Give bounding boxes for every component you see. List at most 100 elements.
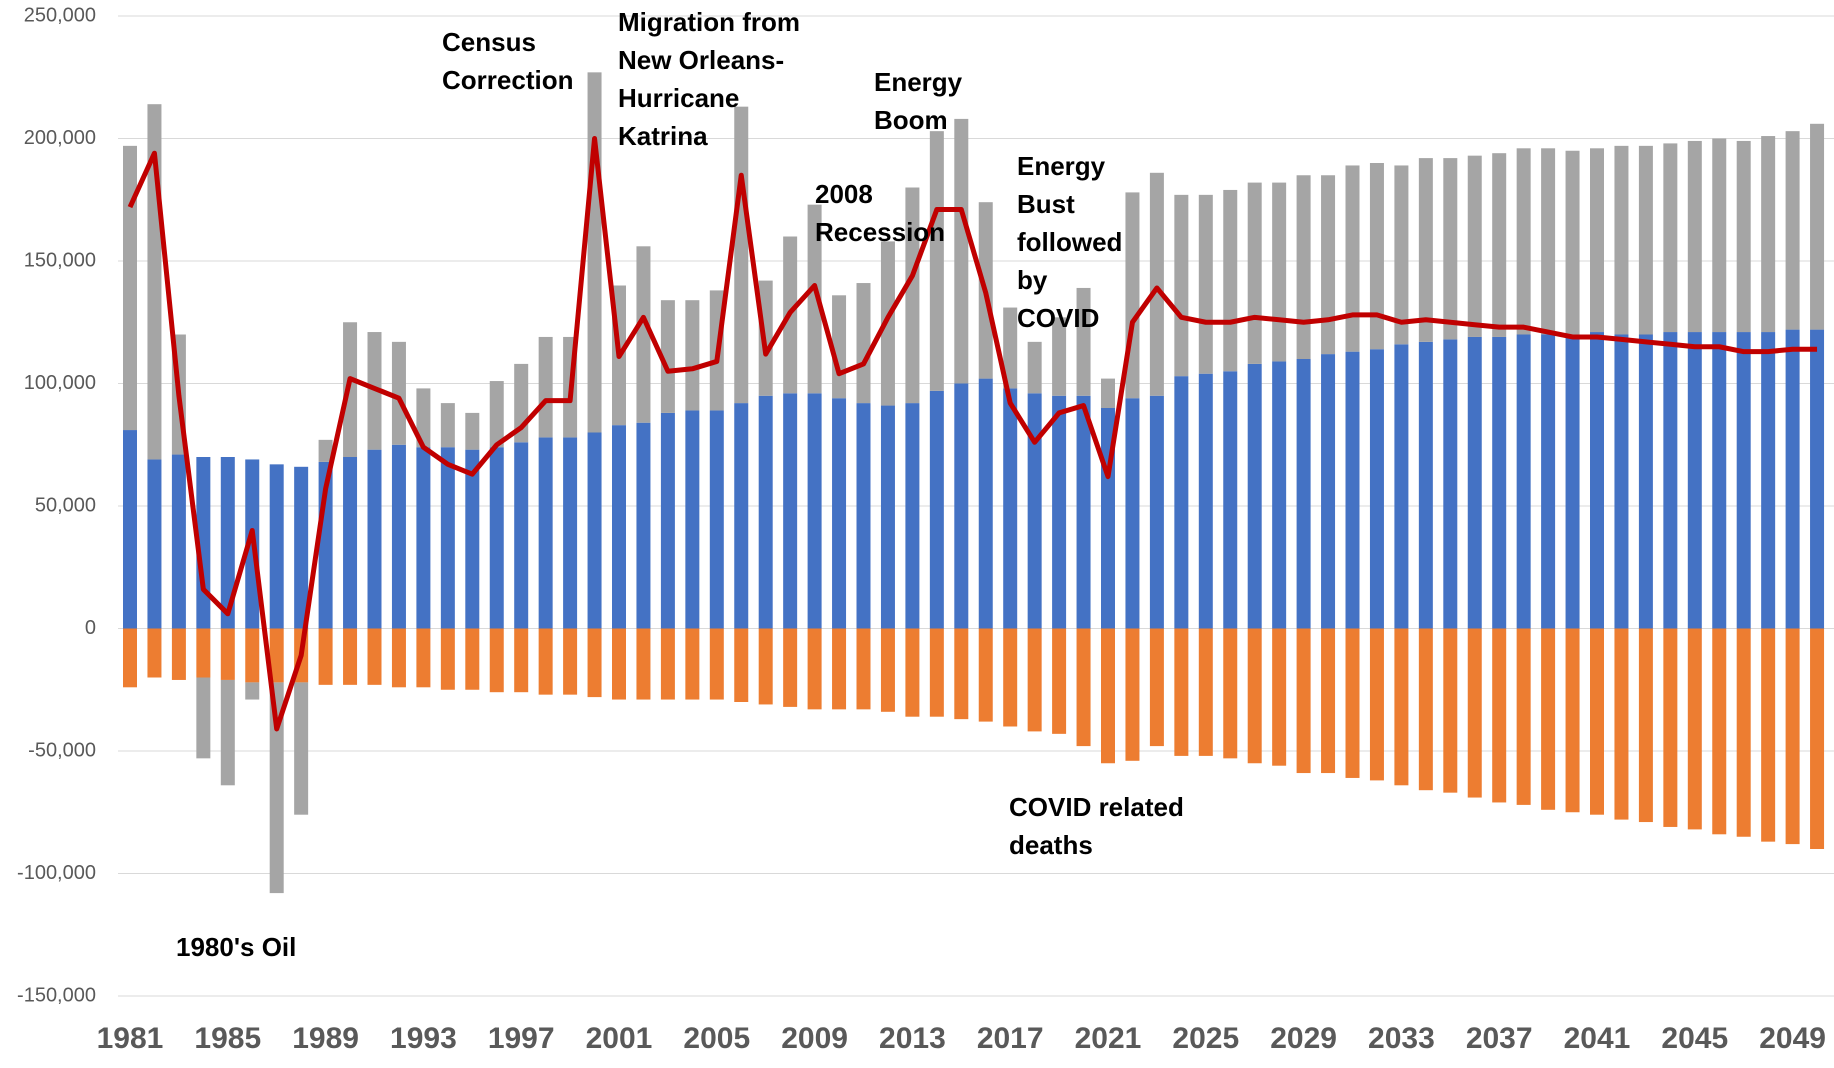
bar: [465, 628, 480, 690]
bar: [1247, 182, 1262, 364]
bar: [1052, 395, 1067, 629]
bar: [832, 628, 847, 710]
annotation: 1980's Oil: [176, 932, 296, 962]
annotation-line: COVID: [1017, 303, 1099, 333]
bar: [734, 628, 749, 702]
bar: [1761, 136, 1776, 333]
annotation-line: COVID related: [1009, 792, 1184, 822]
bar: [514, 442, 529, 629]
bar: [1492, 628, 1507, 803]
bar: [220, 457, 235, 629]
bar: [1394, 165, 1409, 345]
bar: [1761, 628, 1776, 842]
bar: [1810, 123, 1825, 330]
bar: [1614, 334, 1629, 629]
line: [127, 136, 1818, 732]
bar: [1321, 175, 1336, 355]
bar: [978, 378, 993, 629]
bar: [245, 682, 260, 700]
bar: [1394, 628, 1409, 786]
x-tick-label: 2033: [1368, 1022, 1435, 1055]
bar: [1174, 194, 1189, 377]
bar: [1076, 287, 1091, 396]
x-tick-label: 1981: [97, 1022, 164, 1055]
bar: [367, 449, 382, 629]
bar: [1541, 148, 1556, 335]
bar: [660, 300, 675, 413]
annotation-line: Energy: [874, 67, 963, 97]
x-tick-label: 1997: [488, 1022, 555, 1055]
x-tick-label: 2041: [1564, 1022, 1631, 1055]
annotation-line: Census: [442, 27, 536, 57]
bar: [538, 336, 553, 438]
bar: [734, 106, 749, 404]
y-tick-label: 150,000: [24, 249, 96, 271]
bar: [391, 341, 406, 445]
annotation: Energy Boom: [874, 67, 963, 135]
bar: [538, 437, 553, 629]
bar: [367, 628, 382, 685]
x-tick-label: 2045: [1661, 1022, 1728, 1055]
bar: [709, 628, 724, 700]
bar: [1321, 354, 1336, 629]
bar: [1565, 334, 1580, 629]
bar: [563, 628, 578, 695]
bar: [1003, 628, 1018, 727]
annotation-line: Katrina: [618, 121, 708, 151]
bar: [1418, 628, 1433, 791]
y-tick-label: 50,000: [35, 494, 96, 516]
annotation-line: followed: [1017, 227, 1122, 257]
bar: [1590, 332, 1604, 629]
bar: [1663, 628, 1678, 827]
bar: [1125, 628, 1140, 761]
x-tick-label: 2037: [1466, 1022, 1533, 1055]
bar: [1712, 332, 1727, 629]
bar: [1149, 628, 1164, 747]
bar: [416, 447, 431, 629]
bar: [1394, 344, 1409, 629]
bar: [783, 628, 798, 707]
bar: [1443, 158, 1458, 340]
annotation-line: Bust: [1017, 189, 1075, 219]
bar: [1590, 628, 1604, 815]
bar: [1076, 628, 1091, 747]
bar: [636, 422, 651, 629]
annotation: Census Correction: [442, 27, 573, 95]
bar: [1101, 628, 1115, 764]
bar: [1516, 334, 1531, 629]
bar: [1467, 155, 1482, 337]
bar: [269, 682, 284, 894]
bar: [245, 628, 260, 683]
bar: [709, 410, 724, 629]
bar: [1590, 148, 1604, 333]
bar: [660, 412, 675, 629]
y-tick-label: 200,000: [24, 127, 96, 149]
bar: [1027, 393, 1042, 629]
bar: [685, 410, 700, 629]
bar: [1663, 143, 1678, 333]
bar: [856, 403, 871, 629]
bar: [1247, 363, 1262, 629]
bar: [1663, 332, 1678, 629]
y-tick-label: -100,000: [17, 862, 96, 884]
bar: [220, 628, 235, 680]
bar: [196, 628, 211, 678]
annotation-line: New Orleans-: [618, 45, 784, 75]
bar: [1272, 361, 1287, 629]
bar: [929, 390, 944, 629]
annotation-line: Boom: [874, 105, 948, 135]
bar: [1638, 628, 1653, 823]
bar: [391, 628, 406, 688]
x-tick-label: 2029: [1270, 1022, 1337, 1055]
bar: [1003, 388, 1018, 629]
bar: [1418, 158, 1433, 342]
bar: [1027, 628, 1042, 732]
bar: [489, 628, 504, 693]
bar: [1687, 332, 1702, 629]
bar: [294, 682, 309, 815]
y-tick-label: 250,000: [24, 4, 96, 26]
bar: [1541, 334, 1556, 629]
bar: [1076, 395, 1091, 629]
bar: [1345, 165, 1360, 352]
x-tick-label: 1993: [390, 1022, 457, 1055]
